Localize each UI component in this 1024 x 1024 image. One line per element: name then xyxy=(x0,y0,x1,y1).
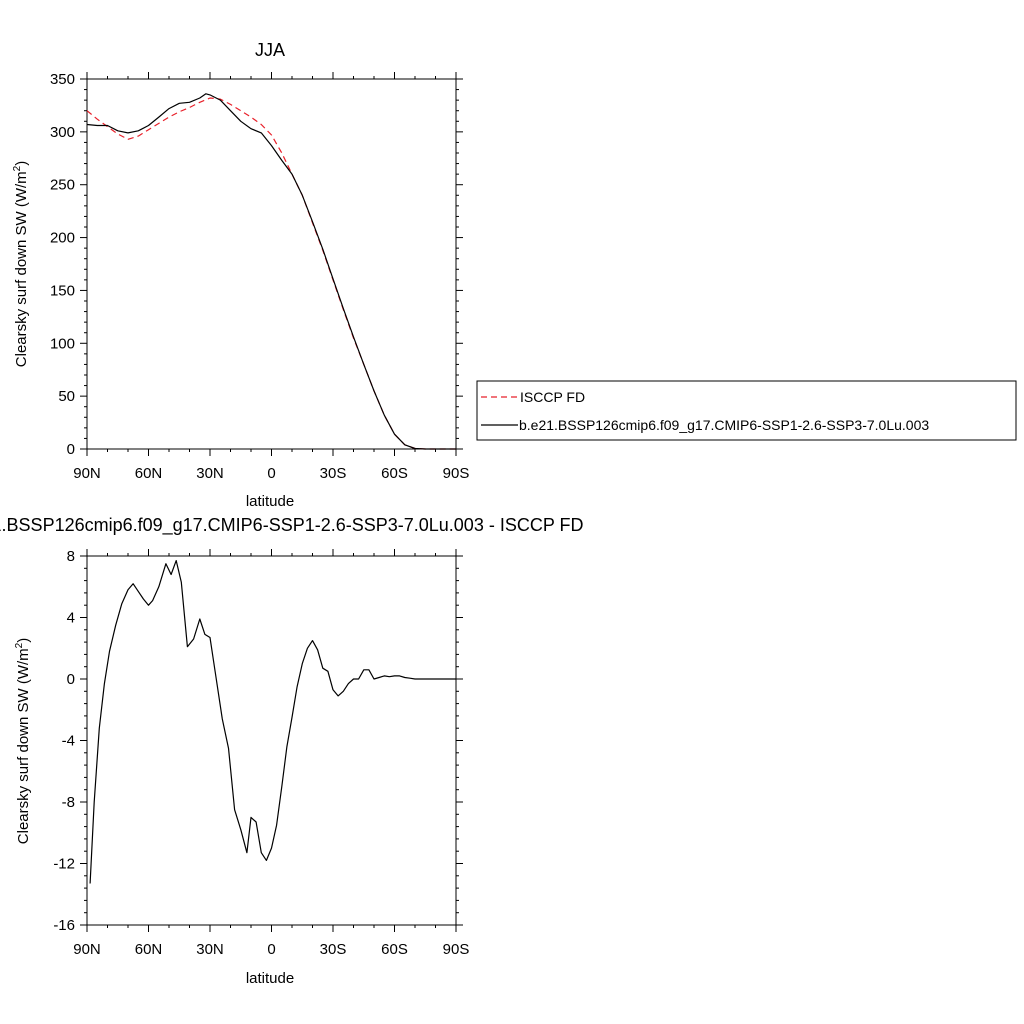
bottom-x-tick-label: 60N xyxy=(135,941,163,958)
bottom-x-axis-label: latitude xyxy=(246,970,294,987)
top-x-tick-label: 30N xyxy=(196,465,224,482)
top-y-tick-label: 350 xyxy=(50,71,75,88)
top-chart-title: JJA xyxy=(255,40,285,60)
bottom-x-ticks: 90N 60N 30N 0 30S 60S 90S xyxy=(73,549,469,958)
bottom-y-tick-label: -12 xyxy=(53,856,75,873)
top-x-tick-label: 90N xyxy=(73,465,101,482)
top-y-tick-label: 150 xyxy=(50,282,75,299)
top-y-tick-label: 100 xyxy=(50,335,75,352)
bottom-series-line-0 xyxy=(89,559,456,884)
top-x-tick-label: 60N xyxy=(135,465,163,482)
bottom-y-axis-label: Clearsky surf down SW (W/m2) xyxy=(14,638,32,844)
top-y-tick-label: 0 xyxy=(67,441,75,458)
top-x-tick-label: 30S xyxy=(320,465,347,482)
top-y-axis-label-main: Clearsky surf down SW (W/m xyxy=(13,171,30,367)
bottom-x-tick-label: 90N xyxy=(73,941,101,958)
top-y-tick-label: 50 xyxy=(58,388,75,405)
top-y-axis-label: Clearsky surf down SW (W/m2) xyxy=(12,161,30,367)
bottom-y-ticks: -16 -12 -8 -4 0 4 8 xyxy=(53,548,463,934)
top-chart-panel: JJA 90N 60N 30N 0 30S 60S 90S 0 50 100 150 200 250 3… xyxy=(12,40,469,510)
bottom-plot-frame xyxy=(86,555,457,926)
top-series-line-1 xyxy=(86,93,456,450)
bottom-series-group xyxy=(89,559,456,884)
legend-label-isccp: ISCCP FD xyxy=(520,389,585,405)
bottom-x-tick-label: 0 xyxy=(267,941,275,958)
bottom-y-tick-label: 8 xyxy=(67,548,75,565)
top-x-axis-label: latitude xyxy=(246,493,294,510)
bottom-chart-title: b.e21.BSSP126cmip6.f09_g17.CMIP6-SSP1-2.… xyxy=(0,515,584,536)
top-y-tick-label: 300 xyxy=(50,124,75,141)
top-y-axis-label-end: ) xyxy=(13,161,30,166)
bottom-y-tick-label: 0 xyxy=(67,671,75,688)
bottom-chart-panel: b.e21.BSSP126cmip6.f09_g17.CMIP6-SSP1-2.… xyxy=(0,515,584,987)
top-y-tick-label: 200 xyxy=(50,230,75,247)
legend-label-model: b.e21.BSSP126cmip6.f09_g17.CMIP6-SSP1-2.… xyxy=(519,417,929,433)
top-x-ticks: 90N 60N 30N 0 30S 60S 90S xyxy=(73,72,469,482)
top-series-line-0 xyxy=(86,97,456,450)
top-y-axis-label-sup: 2 xyxy=(12,165,23,171)
top-x-tick-label: 0 xyxy=(267,465,275,482)
bottom-y-tick-label: 4 xyxy=(67,610,75,627)
bottom-x-tick-label: 60S xyxy=(381,941,408,958)
top-series-group xyxy=(86,93,456,450)
bottom-y-tick-label: -16 xyxy=(53,917,75,934)
bottom-y-axis-label-sup: 2 xyxy=(14,642,25,648)
bottom-x-tick-label: 90S xyxy=(443,941,470,958)
bottom-y-axis-label-end: ) xyxy=(15,638,32,643)
top-x-tick-label: 90S xyxy=(443,465,470,482)
legend-box xyxy=(476,380,1017,441)
bottom-y-tick-label: -4 xyxy=(62,733,75,750)
bottom-y-tick-label: -8 xyxy=(62,794,75,811)
top-y-tick-label: 250 xyxy=(50,177,75,194)
top-x-tick-label: 60S xyxy=(381,465,408,482)
top-y-ticks: 0 50 100 150 200 250 300 350 xyxy=(50,71,463,458)
bottom-x-tick-label: 30S xyxy=(320,941,347,958)
chart-legend: ISCCP FD b.e21.BSSP126cmip6.f09_g17.CMIP… xyxy=(476,380,1017,441)
bottom-x-tick-label: 30N xyxy=(196,941,224,958)
bottom-y-axis-label-main: Clearsky surf down SW (W/m xyxy=(15,648,32,844)
